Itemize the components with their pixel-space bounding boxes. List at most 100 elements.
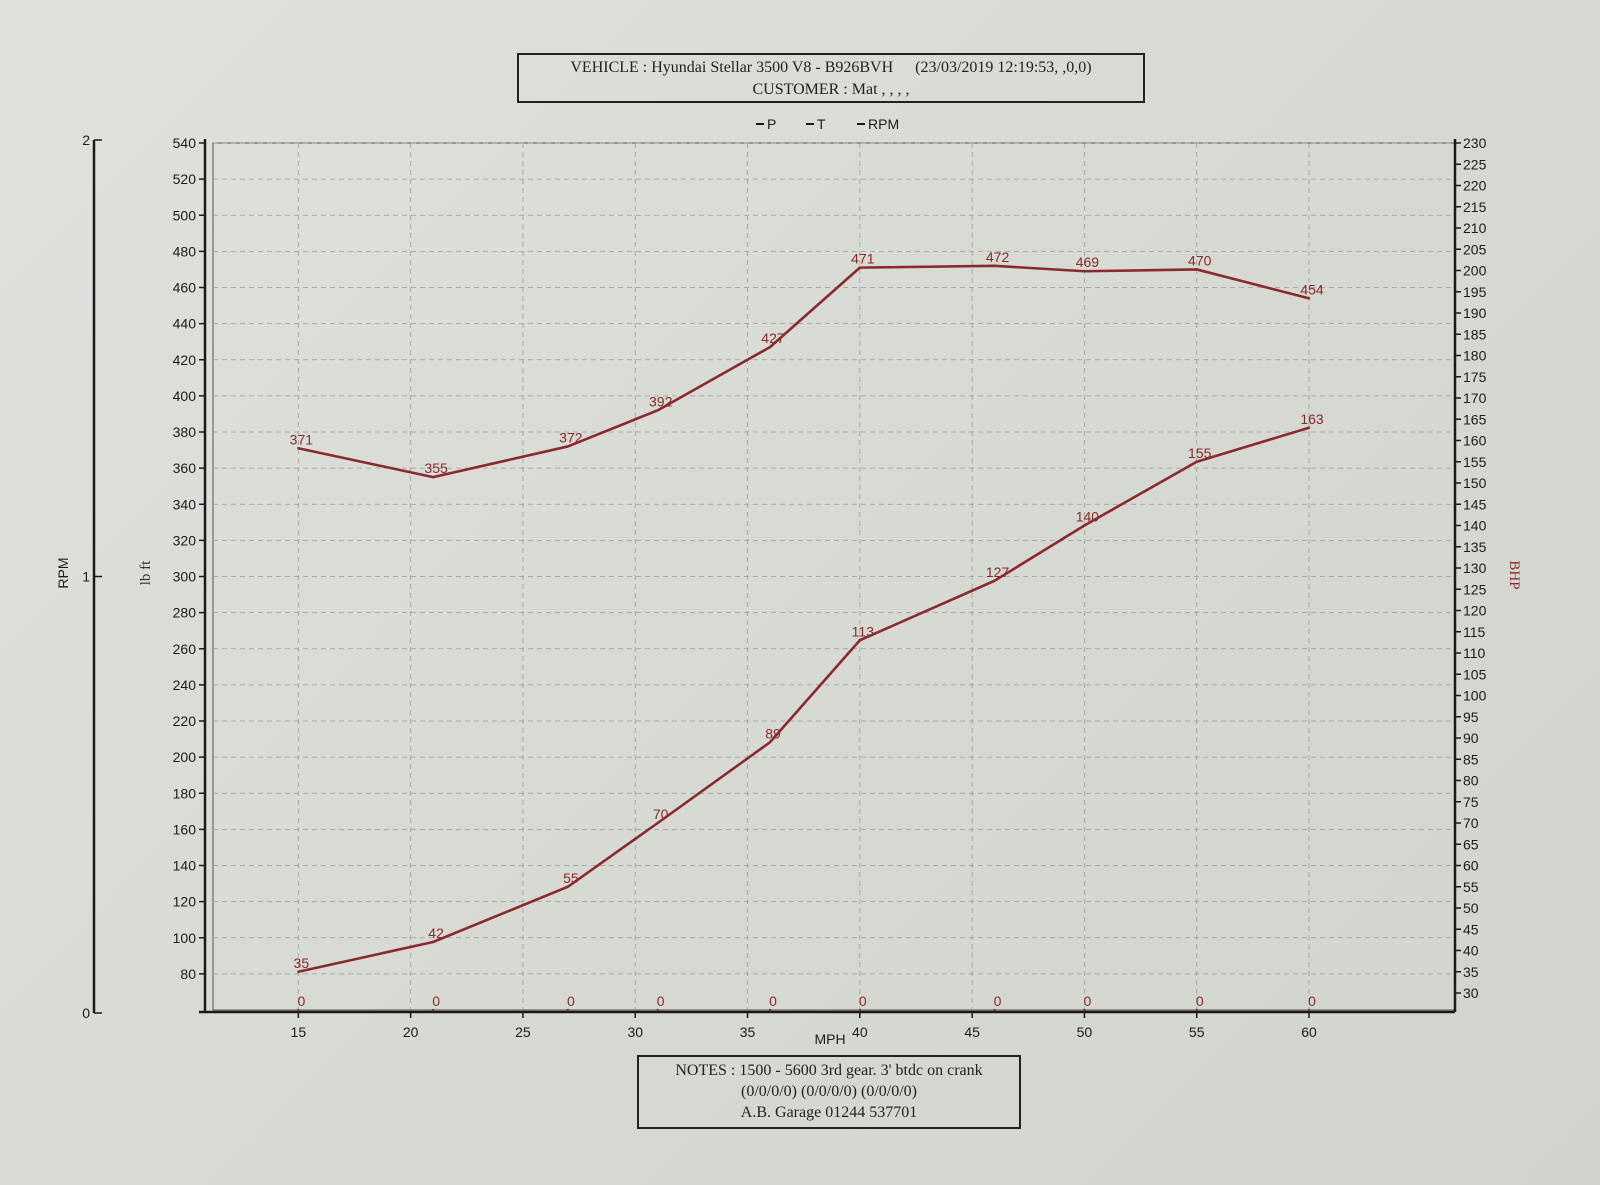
series-rpm-data-label: 0 — [769, 993, 777, 1009]
power-tick-label: 130 — [1463, 560, 1487, 576]
series-t-data-label: 371 — [290, 431, 314, 447]
torque-tick-label: 520 — [173, 171, 197, 187]
series-rpm-point — [431, 1008, 435, 1012]
power-tick-label: 110 — [1463, 645, 1486, 661]
power-tick-label: 165 — [1463, 411, 1487, 427]
x-tick-label: 40 — [852, 1024, 868, 1040]
x-tick-label: 45 — [964, 1024, 980, 1040]
series-p-data-label: 70 — [653, 806, 669, 822]
series-rpm-data-label: 0 — [657, 993, 665, 1009]
series-t-point — [656, 409, 659, 412]
series-rpm-point — [993, 1008, 996, 1012]
power-tick-label: 75 — [1463, 794, 1479, 810]
torque-tick-label: 220 — [173, 713, 197, 729]
power-tick-label: 80 — [1463, 773, 1479, 789]
timestamp-text: (23/03/2019 12:19:53, ,0,0) — [915, 59, 1092, 76]
series-t-data-label: 454 — [1300, 281, 1324, 297]
torque-tick-label: 280 — [173, 605, 197, 621]
x-tick-label: 50 — [1077, 1024, 1093, 1040]
series-t-line — [298, 264, 1310, 479]
rpm-tick-label: 2 — [82, 132, 90, 148]
power-tick-label: 140 — [1463, 518, 1487, 534]
x-tick-label: 35 — [740, 1024, 756, 1040]
power-tick-label: 95 — [1463, 709, 1479, 725]
torque-tick-label: 500 — [173, 207, 197, 223]
torque-tick-label: 540 — [173, 135, 197, 151]
x-tick-label: 55 — [1189, 1024, 1205, 1040]
power-tick-label: 90 — [1463, 730, 1479, 746]
series-t-point — [1083, 270, 1086, 273]
series-p-point — [656, 821, 659, 825]
series-t-point — [993, 264, 996, 268]
power-tick-label: 65 — [1463, 836, 1479, 852]
series-p-point — [1195, 460, 1198, 463]
power-tick-label: 120 — [1463, 603, 1487, 619]
power-tick-label: 150 — [1463, 475, 1487, 491]
series-t-data-label: 469 — [1076, 254, 1100, 270]
series: 371 355 372 392 427 471 472 469 470 454 35 42 55 70 89… — [290, 249, 1324, 1012]
torque-tick-label: 160 — [173, 821, 197, 837]
series-t-data-label: 470 — [1188, 252, 1212, 268]
series-t-point — [431, 475, 435, 479]
notes-line-3: A.B. Garage 01244 537701 — [740, 1104, 918, 1121]
rpm-axis-title: RPM — [55, 557, 71, 588]
series-p-point — [1083, 524, 1086, 527]
torque-tick-label: 340 — [173, 496, 197, 512]
series-p-data-label: 163 — [1300, 411, 1324, 427]
torque-tick-label: 180 — [173, 785, 197, 801]
series-p-data-label: 140 — [1076, 509, 1100, 525]
legend-rpm: RPM — [868, 116, 899, 132]
power-tick-label: 100 — [1463, 688, 1487, 704]
torque-tick-label: 100 — [173, 930, 197, 946]
series-rpm-data-label: 0 — [297, 993, 305, 1009]
power-tick-label: 125 — [1463, 581, 1487, 597]
x-tick-label: 60 — [1301, 1024, 1317, 1040]
power-axis-title: BHP — [1506, 560, 1522, 589]
power-tick-label: 50 — [1463, 900, 1479, 916]
power-tick-label: 215 — [1463, 199, 1487, 215]
series-rpm-data-label: 0 — [994, 993, 1002, 1009]
series-p-point — [858, 639, 862, 642]
x-tick-label: 30 — [627, 1024, 643, 1040]
power-tick-label: 105 — [1463, 666, 1487, 682]
series-p-data-label: 89 — [765, 725, 781, 741]
torque-tick-label: 480 — [173, 243, 197, 259]
series-rpm-point — [1083, 1008, 1086, 1012]
customer-text: CUSTOMER : Mat , , , , — [752, 81, 910, 98]
series-t-point — [858, 266, 862, 269]
series-t-point — [566, 445, 570, 448]
axes: 8010012014016018020022024026028030032034… — [82, 132, 1486, 1040]
power-tick-label: 115 — [1463, 624, 1486, 640]
x-axis-title: MPH — [814, 1031, 845, 1047]
power-tick-label: 195 — [1463, 284, 1487, 300]
series-t-data-label: 372 — [559, 429, 583, 445]
series-t-data-label: 392 — [649, 393, 673, 409]
series-p-data-label: 42 — [428, 925, 444, 941]
torque-tick-label: 300 — [173, 569, 197, 585]
series-p-data-label: 55 — [563, 870, 579, 886]
series-p-point — [993, 579, 996, 582]
notes-line-2: (0/0/0/0) (0/0/0/0) (0/0/0/0) — [741, 1083, 917, 1100]
torque-tick-label: 380 — [173, 424, 197, 440]
series-p-point — [566, 885, 570, 888]
series-rpm-point — [768, 1008, 772, 1012]
series-t-point — [1195, 268, 1198, 271]
x-tick-label: 20 — [403, 1024, 419, 1040]
power-tick-label: 60 — [1463, 858, 1479, 874]
x-tick-label: 15 — [291, 1024, 307, 1040]
power-tick-label: 205 — [1463, 241, 1487, 257]
series-p-point — [297, 970, 300, 973]
power-tick-label: 190 — [1463, 305, 1487, 321]
power-tick-label: 170 — [1463, 390, 1487, 406]
power-tick-label: 45 — [1463, 921, 1479, 937]
x-tick-label: 25 — [515, 1024, 531, 1040]
power-tick-label: 210 — [1463, 220, 1487, 236]
series-rpm-point — [566, 1008, 570, 1012]
torque-tick-label: 420 — [173, 352, 197, 368]
series-rpm-point — [656, 1008, 659, 1012]
power-tick-label: 230 — [1463, 135, 1487, 151]
power-tick-label: 200 — [1463, 263, 1487, 279]
rpm-tick-label: 0 — [82, 1005, 90, 1021]
